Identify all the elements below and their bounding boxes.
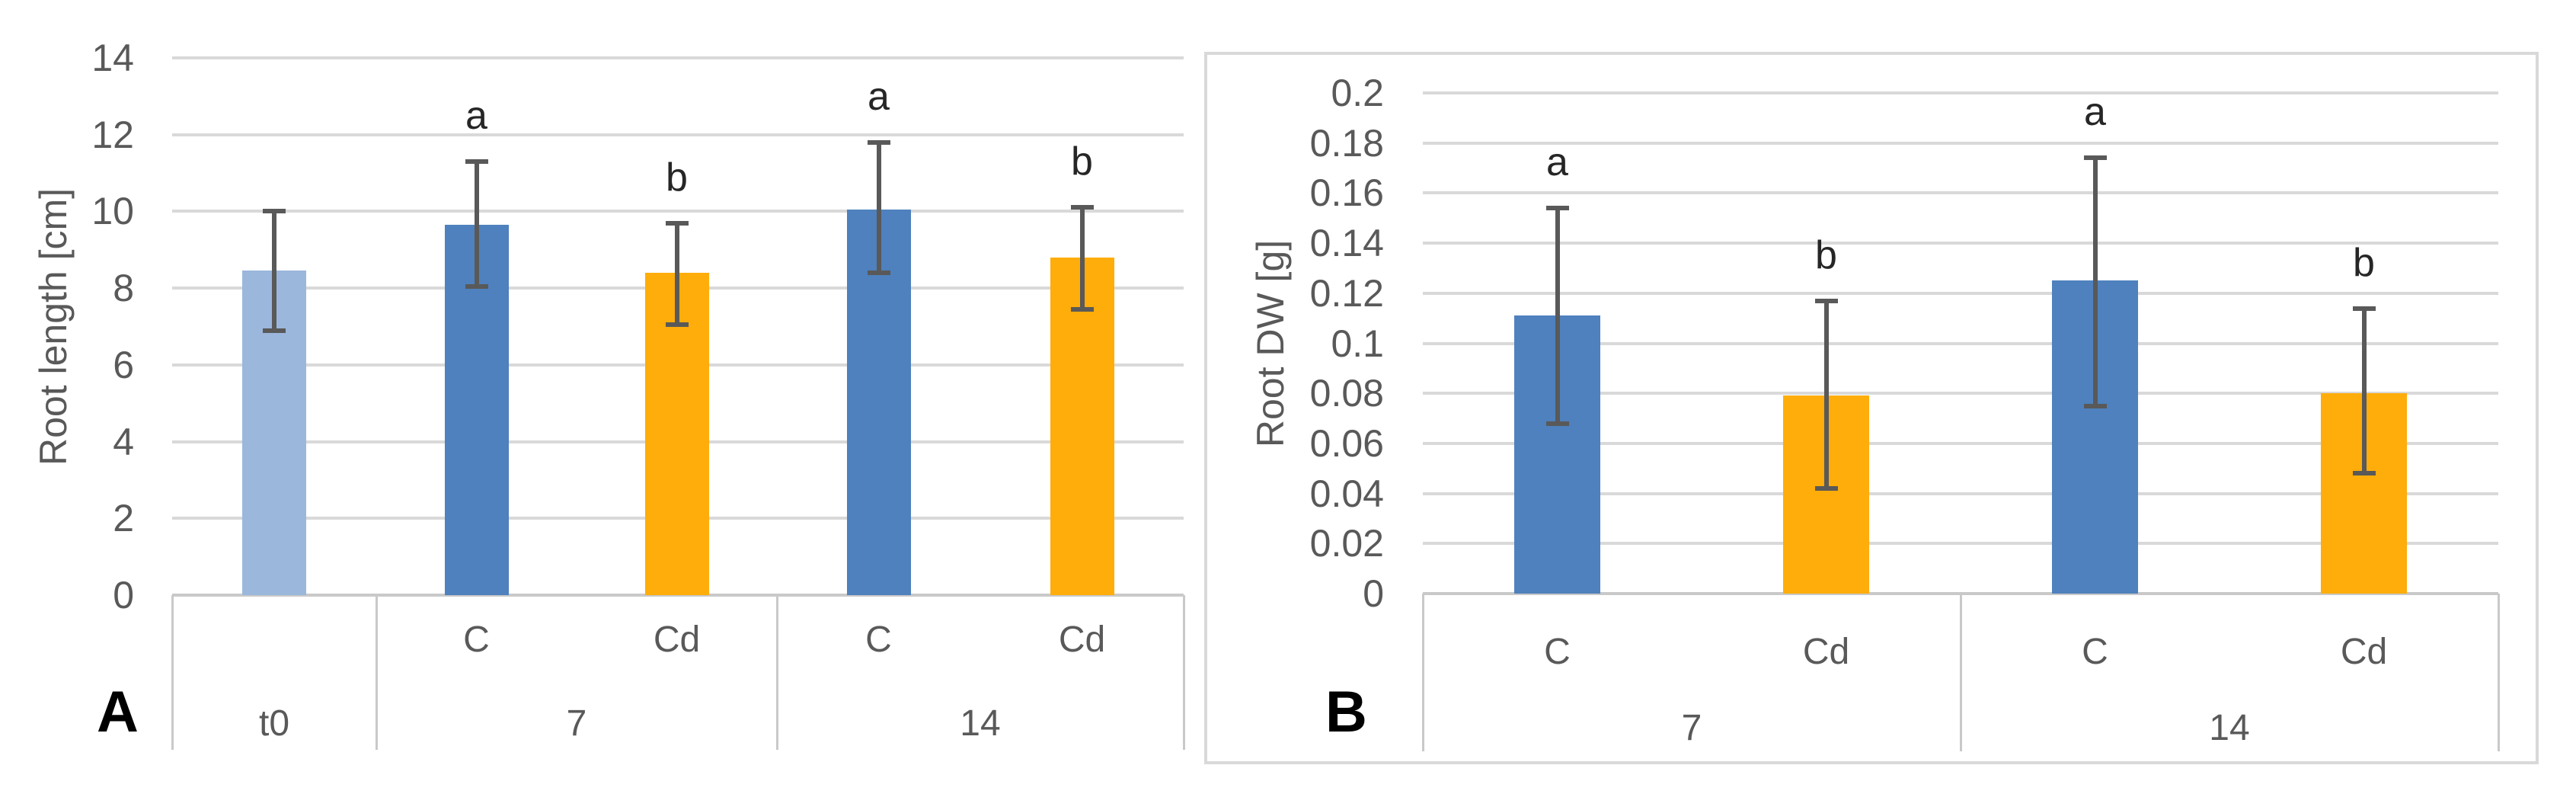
gridline — [1423, 242, 2498, 245]
error-bar-cap-top — [263, 209, 286, 214]
y-tick-label: 0.18 — [1309, 121, 1384, 165]
y-axis-title: Root length [cm] — [32, 187, 75, 466]
panel-letter-b: B — [1325, 680, 1367, 744]
y-tick-label: 0 — [113, 574, 134, 616]
x-axis-group-label: 14 — [960, 703, 1001, 744]
error-bar-cap-bottom — [1070, 306, 1094, 312]
x-axis-sublabel: C — [1544, 632, 1571, 672]
error-bar-cap-bottom — [465, 283, 488, 289]
error-bar-cap-top — [665, 220, 689, 226]
gridline — [1423, 291, 2498, 295]
significance-letter: a — [2084, 90, 2106, 135]
x-axis-group-label: t0 — [258, 703, 290, 744]
category-table-line — [1183, 595, 1185, 750]
category-table-line — [1422, 594, 1424, 751]
x-axis-group-label: 7 — [566, 703, 587, 744]
category-table-line — [776, 595, 778, 750]
x-axis-group-label: 7 — [1681, 708, 1702, 748]
y-tick-label: 12 — [91, 113, 134, 156]
y-tick-label: 0.06 — [1309, 421, 1384, 465]
error-bar-line — [1823, 300, 1829, 489]
panel-letter-a: A — [97, 680, 139, 744]
error-bar-cap-top — [1814, 298, 1838, 303]
x-axis-sublabel: Cd — [653, 620, 701, 660]
x-axis-line — [172, 594, 1184, 597]
significance-letter: a — [868, 74, 890, 119]
gridline — [1423, 141, 2498, 145]
y-tick-label: 0.1 — [1331, 322, 1384, 365]
y-tick-label: 4 — [113, 420, 134, 463]
error-bar-line — [2092, 158, 2098, 406]
significance-letter: b — [1815, 232, 1837, 277]
y-tick-label: 0.02 — [1309, 522, 1384, 565]
significance-letter: a — [465, 93, 487, 138]
y-tick-label: 0.14 — [1309, 222, 1384, 265]
error-bar-cap-bottom — [1545, 421, 1569, 426]
error-bar-line — [876, 142, 881, 273]
category-table-line — [171, 595, 174, 750]
gridline — [1423, 91, 2498, 94]
error-bar-cap-bottom — [867, 271, 890, 275]
error-bar-cap-bottom — [2083, 403, 2107, 408]
x-axis-sublabel: Cd — [2340, 632, 2388, 672]
error-bar-line — [674, 223, 679, 325]
y-axis-title: Root DW [g] — [1249, 239, 1292, 447]
x-axis-group-label: 14 — [2209, 708, 2250, 748]
gridline — [1423, 491, 2498, 495]
y-tick-label: 10 — [91, 190, 134, 233]
x-axis-sublabel: C — [463, 620, 490, 660]
x-axis-sublabel: C — [2082, 632, 2108, 672]
panel-B-border — [1204, 52, 2539, 764]
gridline — [1423, 191, 2498, 195]
y-tick-label: 0.12 — [1309, 271, 1384, 315]
error-bar-cap-bottom — [1814, 486, 1838, 491]
error-bar-cap-top — [465, 158, 488, 164]
error-bar-line — [474, 161, 479, 287]
y-tick-label: 8 — [113, 267, 134, 310]
y-tick-label: 0.2 — [1331, 72, 1384, 114]
gridline — [1423, 341, 2498, 345]
y-tick-label: 0.08 — [1309, 372, 1384, 415]
error-bar-cap-top — [2083, 155, 2107, 161]
error-bar-cap-top — [2352, 306, 2376, 311]
error-bar-line — [2361, 308, 2367, 474]
error-bar-cap-top — [1545, 206, 1569, 211]
y-tick-label: 0.04 — [1309, 472, 1384, 515]
error-bar-cap-bottom — [263, 328, 286, 333]
gridline — [1423, 392, 2498, 395]
category-table-line — [376, 595, 378, 750]
significance-letter: b — [1071, 139, 1093, 184]
error-bar-line — [1079, 207, 1085, 309]
error-bar-cap-bottom — [665, 322, 689, 327]
y-tick-label: 14 — [91, 37, 134, 79]
y-tick-label: 0 — [1363, 572, 1384, 615]
error-bar-line — [1555, 208, 1560, 424]
gridline — [172, 210, 1184, 213]
y-tick-label: 6 — [113, 343, 134, 386]
y-tick-label: 0.16 — [1309, 171, 1384, 215]
x-axis-sublabel: C — [865, 620, 892, 660]
y-tick-label: 2 — [113, 497, 134, 540]
gridline — [1423, 441, 2498, 445]
x-axis-sublabel: Cd — [1058, 620, 1106, 660]
error-bar-line — [272, 211, 276, 331]
significance-letter: a — [1546, 140, 1568, 185]
gridline — [172, 56, 1184, 59]
gridline — [172, 133, 1184, 136]
x-axis-sublabel: Cd — [1802, 632, 1850, 672]
category-table-line — [2498, 594, 2500, 751]
category-table-line — [1960, 594, 1962, 751]
significance-letter: b — [2353, 240, 2375, 285]
gridline — [1423, 542, 2498, 546]
error-bar-cap-top — [1070, 205, 1094, 210]
error-bar-cap-bottom — [2352, 471, 2376, 476]
significance-letter: b — [666, 155, 688, 200]
bar-14-Cd — [1050, 257, 1114, 595]
error-bar-cap-top — [867, 139, 890, 145]
